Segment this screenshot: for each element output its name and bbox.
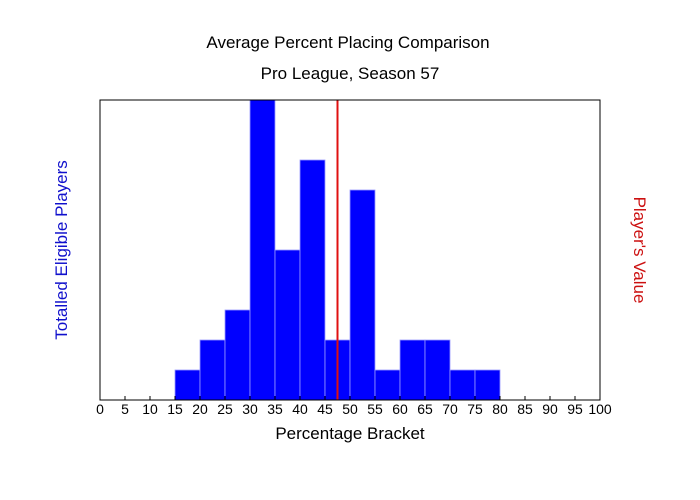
histogram-bar — [199, 339, 226, 401]
x-tick-label: 80 — [492, 401, 508, 417]
histogram-bar — [299, 159, 326, 401]
x-tick-label: 70 — [442, 401, 458, 417]
x-tick-label: 95 — [567, 401, 583, 417]
histogram-bar — [224, 309, 251, 401]
x-tick-label: 90 — [542, 401, 558, 417]
x-tick-label: 15 — [167, 401, 183, 417]
x-tick-label: 65 — [417, 401, 433, 417]
x-tick-label: 55 — [367, 401, 383, 417]
x-tick-label: 50 — [342, 401, 358, 417]
histogram-bar — [349, 189, 376, 401]
x-axis-label: Percentage Bracket — [275, 424, 425, 443]
x-tick-label: 25 — [217, 401, 233, 417]
histogram-bar — [174, 369, 201, 401]
histogram-bar — [249, 99, 276, 401]
x-ticks-layer: 0 5 10 15 20 25 30 35 40 45 50 55 60 65 70 75 80 85 90 95 10… — [96, 396, 612, 417]
x-tick-label: 0 — [96, 401, 104, 417]
x-tick-label: 60 — [392, 401, 408, 417]
bars-layer — [174, 99, 501, 401]
chart-subtitle: Pro League, Season 57 — [261, 64, 440, 83]
x-tick-label: 30 — [242, 401, 258, 417]
x-tick-label: 5 — [121, 401, 129, 417]
histogram-bar — [399, 339, 426, 401]
histogram-bar — [274, 249, 301, 401]
y-axis-label: Totalled Eligible Players — [52, 160, 71, 340]
histogram-bar — [449, 369, 476, 401]
histogram-bar — [474, 369, 501, 401]
x-tick-label: 100 — [588, 401, 612, 417]
x-tick-label: 75 — [467, 401, 483, 417]
histogram-bar — [424, 339, 451, 401]
y2-axis-label: Player's Value — [630, 197, 649, 304]
histogram-bar — [374, 369, 401, 401]
x-tick-label: 20 — [192, 401, 208, 417]
chart-title: Average Percent Placing Comparison — [206, 33, 489, 52]
x-tick-label: 45 — [317, 401, 333, 417]
x-tick-label: 10 — [142, 401, 158, 417]
x-tick-label: 40 — [292, 401, 308, 417]
x-tick-label: 35 — [267, 401, 283, 417]
x-tick-label: 85 — [517, 401, 533, 417]
